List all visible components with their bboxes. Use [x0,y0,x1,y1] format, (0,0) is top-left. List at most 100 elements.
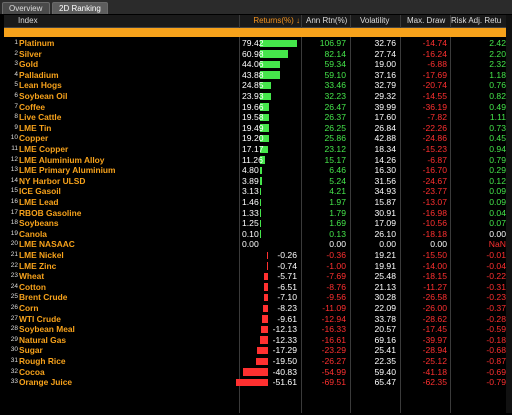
table-row[interactable]: 31 Rough Rice -19.50 -26.27 22.35 -25.12 -0.87 [4,356,508,367]
max-draw-value: -14.55 [422,91,447,101]
returns-value: -9.61 [277,313,297,324]
row-index: 9 [14,123,18,131]
row-index: 28 [10,325,18,333]
row-index: 27 [10,314,18,322]
table-row[interactable]: 10 Copper 19.20 25.86 42.88 -24.86 0.45 [4,133,508,144]
tab-overview[interactable]: Overview [2,2,50,14]
returns-value: 0.10 [242,228,259,239]
table-row[interactable]: 23 Wheat -5.71 -7.69 25.48 -18.15 -0.22 [4,271,508,282]
table-row[interactable]: 9 LME Tin 19.49 26.25 26.84 -22.26 0.73 [4,123,508,134]
table-row[interactable]: 5 Lean Hogs 24.85 33.46 32.79 -20.74 0.76 [4,80,508,91]
commodity-name: Lean Hogs [19,80,62,91]
table-row[interactable]: 26 Corn -8.23 -11.09 22.09 -26.00 -0.37 [4,303,508,314]
column-divider [400,15,401,413]
row-index: 33 [10,378,18,386]
max-draw-value: -25.12 [422,356,447,366]
row-index: 2 [14,49,18,57]
commodity-name: NY Harbor ULSD [19,175,86,186]
table-row[interactable]: 33 Orange Juice -51.61 -69.51 65.47 -62.35 -0.… [4,377,508,388]
table-row[interactable]: 27 WTI Crude -9.61 -12.94 33.78 -28.62 -0.28 [4,314,508,325]
ranking-table: Index Returns(%) ↓ Ann Rtn(%) Volatility… [4,15,508,413]
ann-rtn-value: -1.00 [326,260,346,271]
returns-value: -12.33 [272,334,297,345]
column-divider [301,15,302,413]
table-row[interactable]: 19 Canola 0.10 0.13 26.10 -18.18 0.00 [4,229,508,240]
row-index: 23 [10,272,18,280]
returns-value: -51.61 [272,377,297,388]
volatility-value: 19.00 [374,59,396,70]
header-risk-adj[interactable]: Risk Adj. Retu [451,16,502,25]
tab-bar: Overview 2D Ranking [0,0,512,14]
max-draw-value: -24.67 [422,175,447,186]
header-max-draw[interactable]: Max. Draw [407,16,446,25]
table-row[interactable]: 6 Soybean Oil 23.93 32.23 29.32 -14.55 0.82 [4,91,508,102]
scrollbar[interactable] [506,15,512,413]
table-row[interactable]: 15 ICE Gasoil 3.13 4.21 34.93 -23.77 0.09 [4,186,508,197]
table-row[interactable]: 18 Soybeans 1.25 1.69 17.09 -10.56 0.07 [4,218,508,229]
row-index: 26 [10,304,18,311]
return-bar [260,156,266,164]
risk-adj-value: NaN [488,239,506,250]
table-row[interactable]: 8 Live Cattle 19.58 26.37 17.60 -7.82 1.11 [4,112,508,123]
table-row[interactable]: 12 LME Aluminium Alloy 11.26 15.17 14.26 -6.8… [4,155,508,166]
risk-adj-value: -0.87 [486,356,506,366]
return-bar [260,60,281,69]
table-row[interactable]: 21 LME Nickel -0.26 -0.36 19.21 -15.50 -0.01 [4,250,508,261]
table-row[interactable]: 22 LME Zinc -0.74 -1.00 19.91 -14.00 -0.04 [4,261,508,272]
volatility-value: 69.16 [374,334,396,345]
row-index: 7 [14,102,18,110]
table-row[interactable]: 11 LME Copper 17.17 23.12 18.34 -15.23 0.94 [4,144,508,155]
table-row[interactable]: 1 Platinum 79.42 106.97 32.76 -14.74 2.42 [4,38,508,49]
returns-value: -8.23 [277,303,297,313]
ann-rtn-value: 1.79 [329,207,346,218]
risk-adj-value: -0.22 [486,271,506,282]
table-row[interactable]: 13 LME Primary Aluminium 4.80 6.46 16.30 -16.… [4,165,508,176]
max-draw-value: -16.70 [422,165,447,176]
volatility-value: 15.87 [374,197,396,207]
max-draw-value: -7.82 [427,112,447,123]
table-row[interactable]: 4 Palladium 43.88 59.10 37.16 -17.69 1.18 [4,70,508,81]
return-bar [260,209,261,217]
column-divider [350,15,351,413]
table-row[interactable]: 3 Gold 44.06 59.34 19.00 -6.88 2.32 [4,59,508,70]
tab-2d-ranking[interactable]: 2D Ranking [52,2,108,14]
table-row[interactable]: 7 Coffee 19.66 26.47 39.99 -36.19 0.49 [4,102,508,113]
return-bar [260,71,281,79]
header-returns[interactable]: Returns(%) ↓ [253,16,300,25]
risk-adj-value: 0.09 [489,197,506,207]
return-bar [260,336,268,344]
table-row[interactable]: 28 Soybean Meal -12.13 -16.33 20.57 -17.45 -0.… [4,324,508,335]
table-row[interactable]: 24 Cotton -6.51 -8.76 21.13 -11.27 -0.31 [4,282,508,293]
table-row[interactable]: 20 LME NASAAC 0.00 0.00 0.00 0.00 NaN [4,239,508,250]
return-bar [260,81,272,90]
return-bar [260,145,268,153]
header-ann-rtn[interactable]: Ann Rtn(%) [306,16,348,25]
ann-rtn-value: -69.51 [321,377,346,388]
table-row[interactable]: 14 NY Harbor ULSD 3.89 5.24 31.56 -24.67 0.12 [4,176,508,187]
commodity-name: Platinum [19,38,55,48]
row-index: 25 [10,293,18,301]
table-row[interactable]: 2 Silver 60.98 82.14 27.74 -16.24 2.20 [4,49,508,60]
table-row[interactable]: 17 RBOB Gasoline 1.33 1.79 30.91 -16.98 0.04 [4,208,508,219]
risk-adj-value: 2.20 [489,48,506,59]
header-index[interactable]: Index [18,16,38,25]
table-row[interactable]: 32 Cocoa -40.83 -54.99 59.40 -41.18 -0.69 [4,367,508,378]
header-volatility[interactable]: Volatility [360,16,390,25]
table-row[interactable]: 30 Sugar -17.29 -23.29 25.41 -28.94 -0.68 [4,345,508,356]
ann-rtn-value: 23.12 [324,144,346,154]
table-row[interactable]: 25 Brent Crude -7.10 -9.56 30.28 -26.58 -0.23 [4,292,508,303]
return-bar [260,50,289,58]
volatility-value: 42.88 [374,133,396,144]
volatility-value: 39.99 [374,101,396,112]
volatility-value: 25.41 [374,345,396,356]
risk-adj-value: -0.79 [486,377,506,388]
returns-value: 44.06 [242,59,264,70]
max-draw-value: -41.18 [422,366,447,377]
volatility-value: 16.30 [374,165,396,176]
row-index: 32 [10,367,18,375]
ann-rtn-value: -16.33 [321,324,346,335]
row-index: 31 [10,357,18,364]
risk-adj-value: 0.49 [489,101,506,112]
table-row[interactable]: 16 LME Lead 1.46 1.97 15.87 -13.07 0.09 [4,197,508,208]
table-row[interactable]: 29 Natural Gas -12.33 -16.61 69.16 -39.97 -0.1… [4,335,508,346]
